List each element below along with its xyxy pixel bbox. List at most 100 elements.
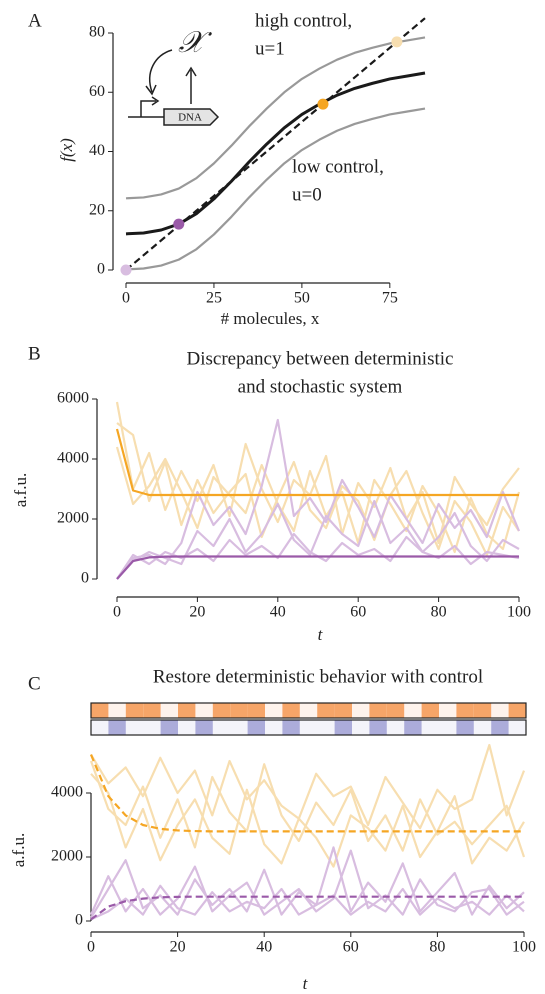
control-cell xyxy=(439,720,457,735)
series-line xyxy=(115,446,521,554)
control-cell xyxy=(404,720,422,735)
control-cell xyxy=(125,703,144,718)
control-cell xyxy=(282,703,300,718)
control-cell xyxy=(230,720,248,735)
point xyxy=(120,264,132,276)
control-cell xyxy=(160,720,178,735)
series-line xyxy=(89,760,526,858)
control-cell xyxy=(491,720,509,735)
inset-gene: DNA xyxy=(178,112,202,124)
point xyxy=(317,98,329,110)
control-cell xyxy=(456,720,474,735)
series-line xyxy=(90,773,525,868)
x-tick-label: 80 xyxy=(431,604,447,621)
point xyxy=(173,218,185,230)
control-cell xyxy=(439,703,457,718)
annotation: u=0 xyxy=(292,184,322,205)
control-cell xyxy=(299,720,318,735)
series-line xyxy=(116,499,520,580)
series-line xyxy=(125,107,426,271)
series-line xyxy=(90,743,526,830)
control-row-frame xyxy=(90,702,527,719)
y-tick-label: 4000 xyxy=(51,784,83,801)
arrow-head xyxy=(151,96,160,106)
panel-label: B xyxy=(28,343,41,364)
control-cell xyxy=(508,703,526,718)
x-tick-label: 20 xyxy=(170,939,186,956)
control-cell xyxy=(247,703,265,718)
y-tick-label: 4000 xyxy=(57,450,89,467)
control-cell xyxy=(317,720,335,735)
control-cell xyxy=(108,720,126,735)
y-tick-label: 80 xyxy=(89,24,105,41)
control-cell xyxy=(352,703,370,718)
control-cell xyxy=(91,703,109,718)
series-line xyxy=(116,422,520,557)
x-tick-label: 80 xyxy=(429,939,445,956)
x-tick-label: 0 xyxy=(87,939,95,956)
control-cell xyxy=(369,720,387,735)
control-cell xyxy=(143,703,161,718)
control-cell xyxy=(265,703,283,718)
y-tick-label: 0 xyxy=(75,912,83,929)
control-cell xyxy=(473,720,492,735)
control-cell xyxy=(212,720,231,735)
x-axis-label: t xyxy=(318,625,324,644)
control-cell xyxy=(265,720,283,735)
y-tick-label: 40 xyxy=(89,142,105,159)
series-line xyxy=(125,17,426,271)
series-line xyxy=(90,895,524,921)
control-cell xyxy=(421,720,439,735)
control-cell xyxy=(178,720,196,735)
chart-title: and stochastic system xyxy=(238,376,403,397)
x-tick-label: 60 xyxy=(350,604,366,621)
control-cell xyxy=(160,703,178,718)
feedback-arrow xyxy=(149,49,173,93)
series-line xyxy=(116,555,519,580)
control-cell xyxy=(282,720,300,735)
control-cell xyxy=(421,703,439,718)
control-cell xyxy=(369,703,387,718)
x-tick-label: 60 xyxy=(343,939,359,956)
x-tick-label: 40 xyxy=(256,939,272,956)
control-cell xyxy=(178,703,196,718)
chart-title: Discrepancy between deterministic xyxy=(187,348,454,369)
annotation: high control, xyxy=(255,10,352,31)
control-cell xyxy=(247,720,265,735)
annotation: u=1 xyxy=(255,38,285,59)
y-axis-label: a.f.u. xyxy=(11,473,30,507)
control-cell xyxy=(386,703,405,718)
x-tick-label: 75 xyxy=(382,290,398,307)
control-cell xyxy=(386,720,405,735)
y-tick-label: 0 xyxy=(81,570,89,587)
series-line xyxy=(90,884,525,921)
gene-box xyxy=(163,108,220,126)
x-tick-label: 100 xyxy=(512,939,536,956)
y-tick-label: 2000 xyxy=(57,510,89,527)
control-cell xyxy=(125,720,144,735)
control-cell xyxy=(508,720,526,735)
promoter-arrow xyxy=(140,100,156,117)
y-tick-label: 0 xyxy=(97,261,105,278)
control-cell xyxy=(473,703,492,718)
control-cell xyxy=(491,703,509,718)
inset-diagram xyxy=(128,49,220,126)
control-cell xyxy=(404,703,422,718)
series-line xyxy=(125,71,426,236)
arrow-head xyxy=(185,66,197,77)
x-axis-label: t xyxy=(303,974,309,993)
panel-label: C xyxy=(28,673,41,694)
x-tick-label: 20 xyxy=(189,604,205,621)
control-cell xyxy=(212,703,231,718)
x-tick-label: 100 xyxy=(507,604,531,621)
series-line xyxy=(116,418,521,580)
point xyxy=(391,36,403,48)
control-cell xyxy=(334,703,352,718)
control-cell xyxy=(299,703,318,718)
control-cell xyxy=(143,720,161,735)
series-line xyxy=(89,849,525,916)
x-axis-label: # molecules, x xyxy=(221,309,320,328)
inset-species: 𝒳 xyxy=(178,26,212,59)
control-cell xyxy=(108,703,126,718)
